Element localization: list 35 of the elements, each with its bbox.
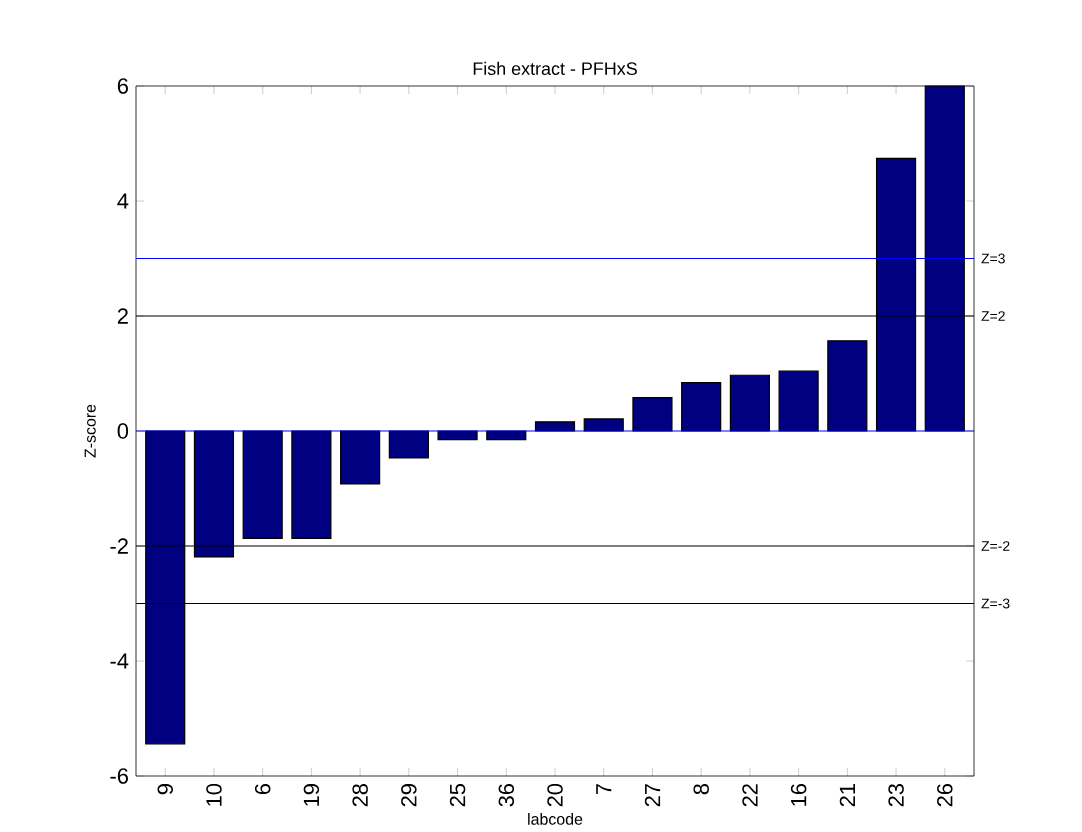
x-tick-label: 27 — [644, 784, 661, 807]
x-tick-label: 8 — [693, 784, 709, 795]
x-tick-label: 26 — [937, 784, 953, 807]
y-tick-label: 6 — [117, 78, 128, 94]
x-tick-label: 28 — [352, 784, 368, 807]
bar — [291, 430, 332, 540]
x-tick-label: 19 — [303, 784, 320, 806]
x-tick-label: 36 — [498, 784, 515, 807]
x-tick-label: 22 — [742, 784, 758, 807]
y-tick-label: -6 — [110, 768, 128, 784]
bar — [729, 374, 770, 432]
bar — [778, 370, 819, 432]
bar — [827, 340, 868, 432]
y-tick-label: -4 — [110, 653, 129, 669]
y-tick-label: -2 — [110, 538, 128, 554]
x-tick-label: 23 — [888, 784, 904, 807]
x-tick-label: 29 — [401, 784, 417, 807]
y-tick-label: 2 — [117, 308, 128, 324]
x-tick-label: 6 — [254, 784, 271, 795]
y-tick-label: 0 — [117, 423, 129, 439]
bar — [340, 430, 381, 485]
bar — [388, 430, 429, 459]
x-tick-label: 25 — [449, 783, 466, 807]
chart-title: Fish extract - PFHxS — [473, 61, 637, 76]
x-tick-label: 7 — [596, 784, 612, 795]
bar — [681, 382, 722, 432]
x-tick-label: 16 — [790, 784, 807, 806]
bar — [242, 430, 283, 540]
x-tick-label: 20 — [547, 783, 563, 807]
x-tick-label: 9 — [157, 784, 173, 795]
x-tick-label: 21 — [839, 784, 855, 807]
x-tick-label: 10 — [206, 783, 222, 806]
bar — [583, 418, 624, 432]
bar — [632, 397, 673, 432]
y-tick-label: 4 — [117, 193, 129, 209]
